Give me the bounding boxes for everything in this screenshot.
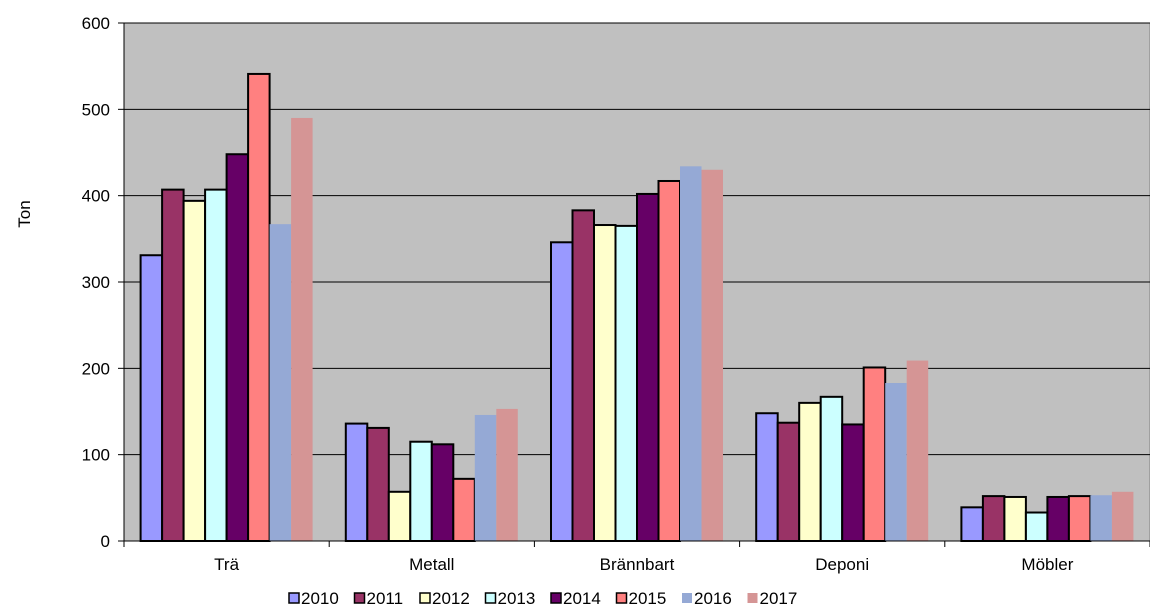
bar (139, 254, 164, 542)
y-tick-label: 300 (82, 273, 110, 292)
bar (474, 414, 497, 541)
legend-swatch (419, 592, 431, 604)
legend-label: 2015 (629, 589, 667, 608)
legend-label: 2013 (498, 589, 536, 608)
bar (1111, 491, 1134, 541)
legend-swatch (682, 593, 692, 603)
bar (225, 153, 250, 543)
x-tick-label: Möbler (1021, 555, 1073, 574)
legend-swatch (484, 592, 497, 604)
legend-label: 2017 (760, 589, 798, 608)
bar (1067, 495, 1092, 542)
bar (906, 360, 929, 541)
x-tick-label: Brännbart (600, 555, 675, 574)
bar (981, 495, 1006, 542)
bar (885, 383, 907, 541)
bar (269, 224, 292, 541)
bar (614, 224, 638, 542)
bar (841, 423, 865, 543)
y-tick-label: 600 (82, 14, 110, 33)
legend-label: 2016 (694, 589, 732, 608)
bar (819, 395, 844, 542)
bar (657, 179, 681, 543)
legend: 2010 2011 2012 2013 2014 2015 2016 2017 (288, 589, 798, 608)
legend-label: 2011 (367, 589, 404, 608)
x-tick-label: Deponi (815, 555, 869, 574)
bar (1024, 511, 1049, 543)
bar (452, 477, 476, 542)
legend-swatch (353, 592, 366, 604)
legend-swatch (550, 592, 562, 604)
bar (960, 506, 984, 542)
bar (247, 72, 271, 542)
y-tick-label: 400 (82, 187, 110, 206)
bar (701, 169, 723, 541)
x-tick-label: Trä (214, 555, 239, 574)
y-tick-label: 0 (101, 532, 110, 551)
bar (680, 166, 702, 541)
bar (291, 117, 313, 541)
y-tick-label: 200 (82, 359, 110, 378)
bar (593, 224, 617, 543)
bars (139, 72, 1134, 543)
bar (1003, 495, 1027, 542)
bar (409, 440, 433, 543)
y-axis: 0 100 200 300 400 500 600 (82, 14, 125, 551)
bar (204, 188, 228, 543)
bar (550, 241, 574, 543)
y-axis-title: Ton (15, 200, 34, 227)
legend-swatch (615, 592, 628, 604)
bar (776, 421, 801, 542)
bar (182, 199, 207, 542)
x-tick-label: Metall (409, 555, 454, 574)
bar (387, 490, 412, 543)
legend-swatch (747, 593, 758, 603)
bar (755, 412, 779, 542)
bar (366, 426, 390, 542)
bar (636, 192, 660, 542)
bar (430, 443, 455, 543)
bar (798, 401, 822, 542)
legend-label: 2010 (301, 589, 339, 608)
bar (344, 422, 369, 542)
bar (571, 209, 595, 543)
x-axis: Trä Metall Brännbart Deponi Möbler (123, 540, 1150, 574)
bar (161, 188, 185, 543)
legend-label: 2012 (432, 589, 470, 608)
y-tick-label: 500 (82, 100, 110, 119)
bar (1090, 495, 1112, 541)
bar (1046, 495, 1070, 542)
bar (862, 366, 887, 542)
legend-label: 2014 (563, 589, 601, 608)
bar (496, 408, 518, 541)
y-tick-label: 100 (82, 446, 110, 465)
legend-swatch (288, 592, 300, 604)
